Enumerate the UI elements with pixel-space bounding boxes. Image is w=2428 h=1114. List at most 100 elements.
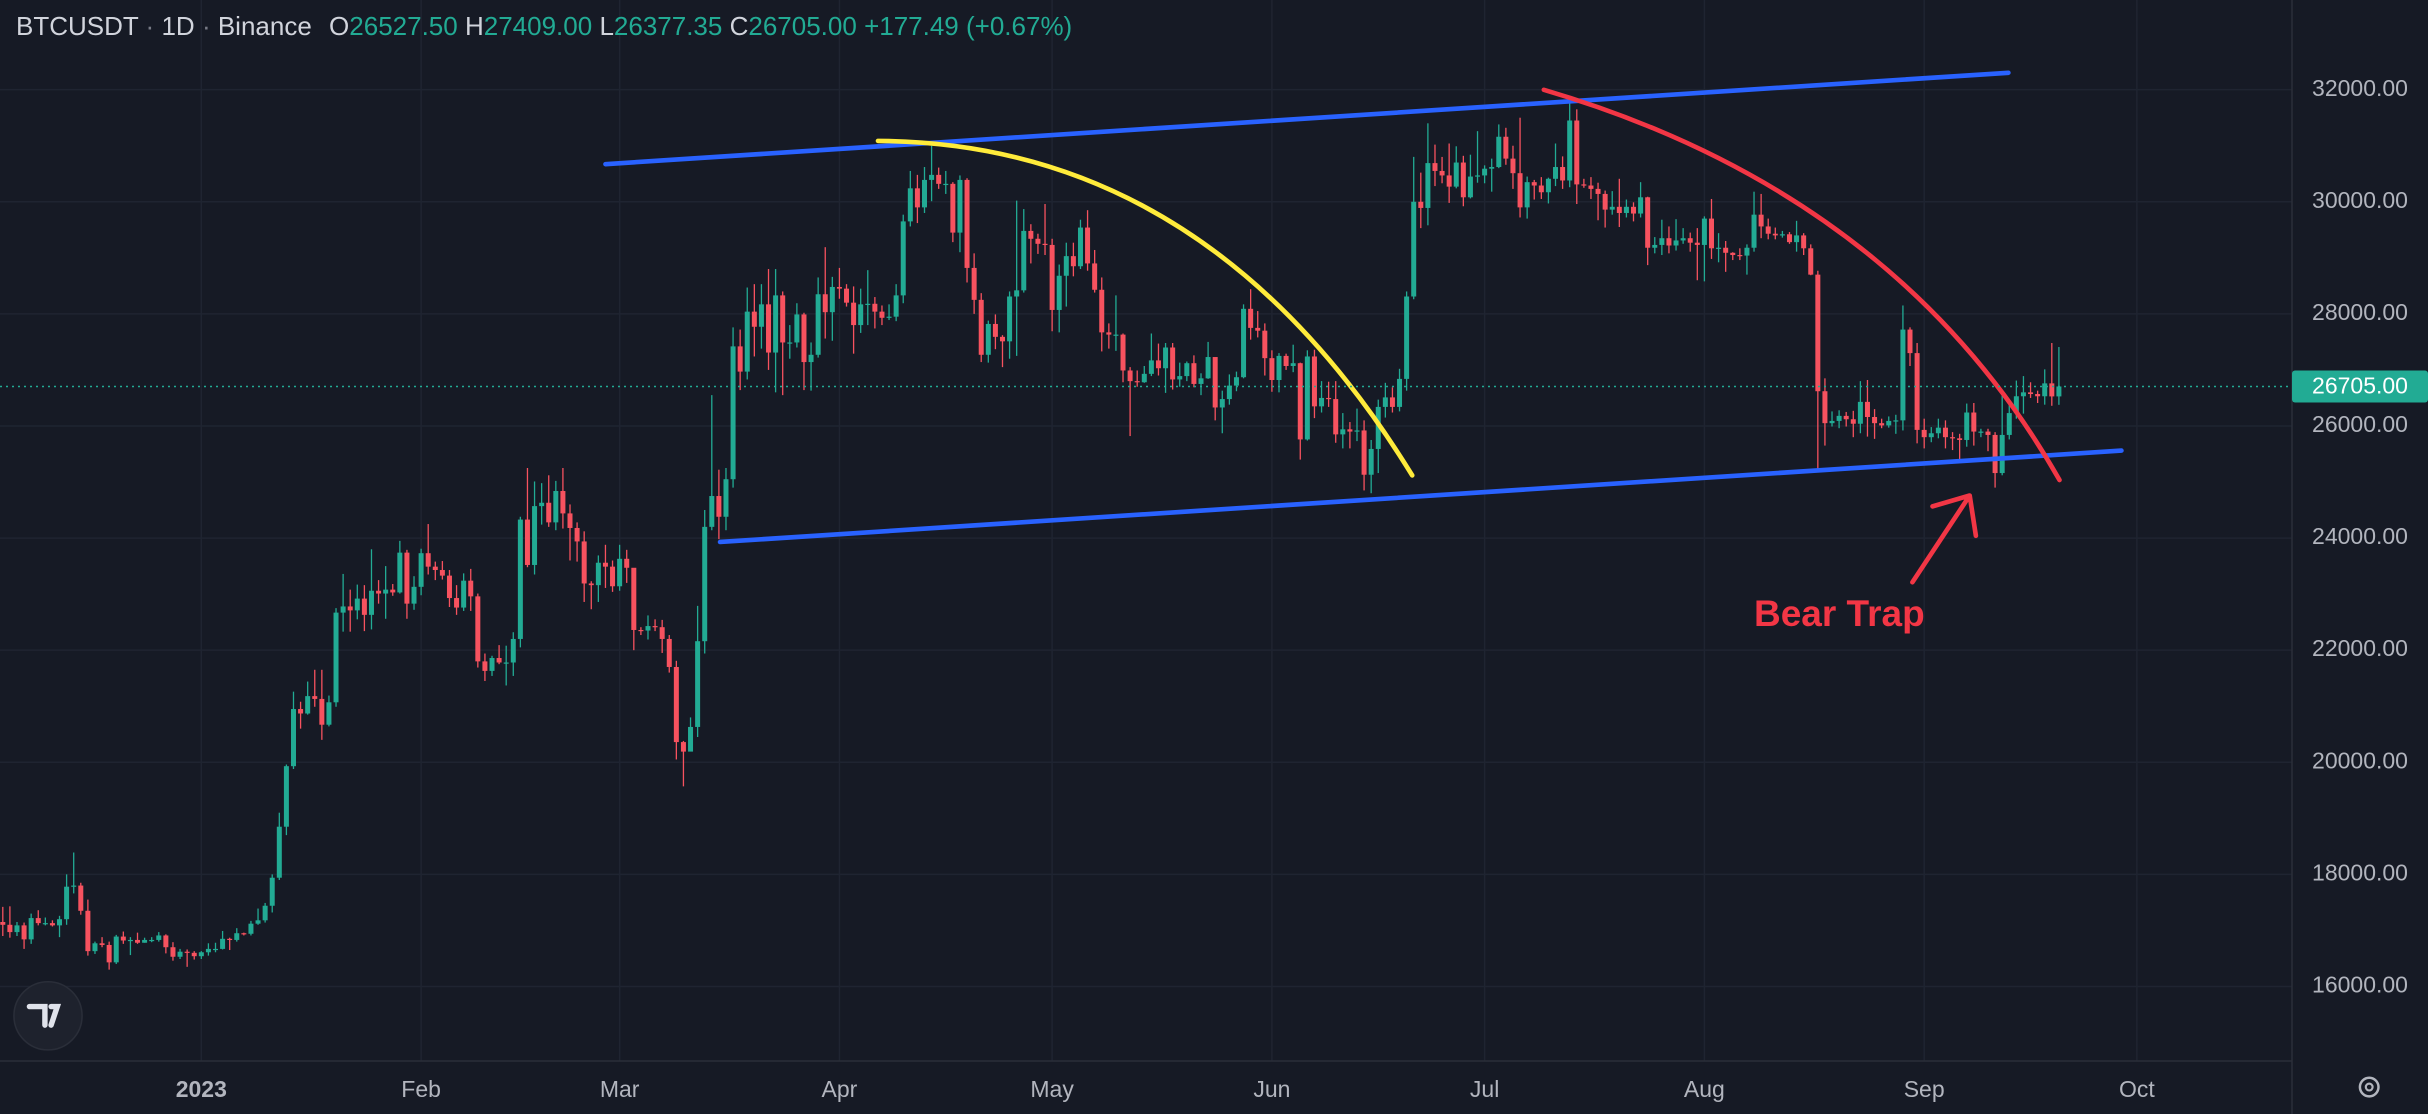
candle-body [1219,399,1225,408]
ohlc-key: L [599,11,613,41]
candle-body [1375,406,1381,449]
logo [13,980,83,1051]
candle-body [780,295,786,343]
candle-body [730,346,736,480]
candle-body [1134,381,1140,383]
candle-body [42,923,48,925]
candle-body [1971,412,1977,432]
candle-body [1779,234,1785,236]
candle-body [1276,355,1282,381]
candle-body [680,742,686,752]
candle-body [964,179,970,268]
candle-body [815,294,821,355]
candle-body [907,188,913,222]
candle-body [454,598,460,608]
grid [0,0,2292,1061]
candle-body [886,316,892,318]
candle-body [397,552,403,593]
candle-body [929,174,935,180]
candle-body [808,354,814,363]
candle-body [751,311,757,327]
candle-body [695,641,701,727]
ohlc-key: C [730,11,749,41]
candle-body [71,885,77,887]
candle-body [135,939,141,943]
candle-body [1460,162,1466,198]
candle-body [758,304,764,327]
candle-body [1680,238,1686,241]
candle-body [539,502,545,507]
candle-body [1155,360,1161,369]
candle-body [1737,255,1743,257]
candle-body [241,933,247,935]
candle-body [950,183,956,233]
candle-body [106,944,112,963]
candle-body [57,919,63,926]
candle-body [524,519,530,565]
candle-body [1645,197,1651,248]
candle-body [269,877,275,906]
candle-body [773,295,779,353]
logo-mark [26,1003,62,1028]
candle-body [716,496,722,517]
candle-body [1609,206,1615,210]
candle-body [283,766,289,827]
candle-body [1425,163,1431,208]
separator: · [146,11,155,41]
candle-body [1694,242,1700,245]
candle-body [1942,427,1948,438]
settings-icon[interactable] [2358,1076,2380,1098]
candle-body [999,336,1005,342]
candle-body [1843,415,1849,420]
candle-body [1212,357,1218,408]
candle-body [631,567,637,630]
candle-body [1411,201,1417,297]
candle-body [1085,227,1091,264]
candle-body [1347,429,1353,432]
candle-body [1900,329,1906,421]
candle-body [1886,420,1892,426]
candle-body [177,951,183,957]
candle-body [1333,399,1339,435]
candle-body [1184,363,1190,377]
ohlc-value: 27409.00 [484,11,592,41]
candle-body [1623,206,1629,213]
candle-body [1056,275,1062,310]
candle-body [1808,248,1814,275]
candle-body [914,188,920,208]
candle-body [1567,120,1573,181]
candle-body [943,183,949,186]
candle-body [1475,175,1481,177]
candle-body [2013,396,2019,414]
x-tick-label: Apr [822,1076,858,1102]
candle-body [1538,185,1544,193]
exchange: Binance [218,11,312,41]
candle-body [85,910,91,952]
x-tick-label: Feb [401,1076,441,1102]
settings-icon-core [2364,1082,2374,1092]
candle-body [390,589,396,593]
candle-body [49,923,55,926]
candle-body [702,526,708,642]
candle-body [1177,376,1183,380]
candle-body [1503,136,1509,159]
candle-body [468,580,474,597]
candle-body [1801,235,1807,249]
candle-body [1241,308,1247,378]
candle-body [1432,163,1438,171]
candle-body [985,323,991,355]
candle-body [376,590,382,594]
candle-body [822,294,828,313]
candle-body [1148,360,1154,374]
candle-body [1262,330,1268,359]
y-tick-label: 22000.00 [2312,635,2408,661]
candle-body [1063,256,1069,276]
change: +177.49 (+0.67%) [864,11,1072,41]
candle-body [404,552,410,604]
candle-body [1014,290,1020,297]
arrow [1910,493,1979,585]
y-tick-label: 32000.00 [2312,75,2408,101]
candle-body [1510,158,1516,174]
candles [0,99,2062,970]
